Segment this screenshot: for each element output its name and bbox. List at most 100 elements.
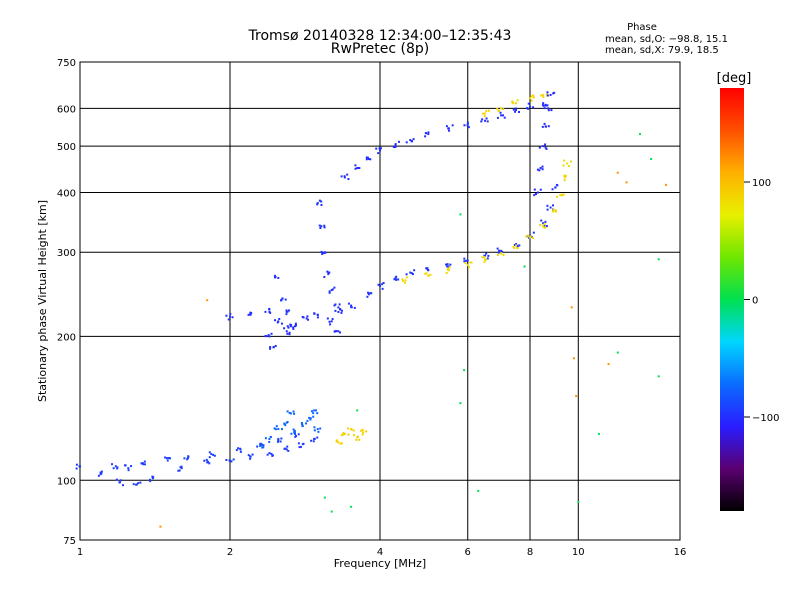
data-point bbox=[515, 102, 518, 105]
data-point bbox=[533, 188, 536, 191]
data-point bbox=[536, 191, 539, 194]
data-point bbox=[277, 439, 280, 442]
data-point bbox=[347, 427, 350, 430]
x-tick-label: 1 bbox=[77, 547, 83, 558]
data-point bbox=[313, 312, 316, 315]
data-point bbox=[516, 245, 519, 248]
data-point bbox=[330, 510, 333, 513]
data-point bbox=[78, 465, 81, 468]
data-point bbox=[463, 124, 466, 127]
data-point bbox=[412, 138, 415, 141]
data-point bbox=[273, 319, 276, 322]
data-point bbox=[448, 266, 451, 269]
data-point bbox=[463, 260, 466, 263]
data-point bbox=[270, 452, 273, 455]
data-point bbox=[512, 245, 515, 248]
data-point bbox=[375, 147, 378, 150]
data-point bbox=[346, 173, 349, 176]
data-point bbox=[286, 421, 289, 424]
data-point bbox=[165, 457, 168, 460]
data-point bbox=[316, 316, 319, 319]
data-point bbox=[397, 278, 400, 281]
data-point bbox=[366, 295, 369, 298]
data-point bbox=[501, 250, 504, 253]
data-point bbox=[286, 445, 289, 448]
data-point bbox=[75, 463, 78, 466]
data-point bbox=[288, 333, 291, 336]
x-tick-label: 10 bbox=[572, 547, 585, 558]
data-point bbox=[264, 437, 267, 440]
data-point bbox=[135, 483, 138, 486]
data-point bbox=[483, 255, 486, 258]
data-point bbox=[487, 254, 490, 257]
data-point bbox=[288, 309, 291, 312]
data-point bbox=[269, 436, 272, 439]
data-point bbox=[570, 306, 573, 309]
data-point bbox=[339, 308, 342, 311]
data-point bbox=[551, 188, 554, 191]
data-point bbox=[208, 456, 211, 459]
data-point bbox=[429, 273, 432, 276]
data-point bbox=[308, 416, 311, 419]
data-point bbox=[337, 306, 340, 309]
data-point bbox=[484, 119, 487, 122]
data-point bbox=[313, 429, 316, 432]
data-point bbox=[213, 454, 216, 457]
data-point bbox=[335, 439, 338, 442]
data-point bbox=[329, 323, 332, 326]
data-point bbox=[312, 440, 315, 443]
data-point bbox=[481, 118, 484, 121]
data-point bbox=[500, 107, 503, 110]
data-point bbox=[395, 278, 398, 281]
data-point bbox=[370, 292, 373, 295]
data-point bbox=[350, 304, 353, 307]
data-point bbox=[352, 429, 355, 432]
data-point bbox=[269, 346, 272, 349]
data-point bbox=[323, 226, 326, 229]
data-point bbox=[564, 175, 567, 178]
data-point bbox=[306, 419, 309, 422]
data-point bbox=[206, 299, 209, 302]
data-point bbox=[467, 126, 470, 129]
data-point bbox=[313, 426, 316, 429]
data-point bbox=[250, 312, 253, 315]
data-point bbox=[563, 175, 566, 178]
y-axis-ticks: 75 100 200 300 400 500 600 750 bbox=[57, 58, 76, 547]
data-point bbox=[328, 291, 331, 294]
data-point bbox=[425, 267, 428, 270]
data-point bbox=[544, 146, 547, 149]
data-point bbox=[231, 316, 234, 319]
data-point bbox=[402, 280, 405, 283]
data-point bbox=[247, 454, 250, 457]
data-point bbox=[547, 109, 550, 112]
data-point bbox=[466, 259, 469, 262]
data-point bbox=[335, 440, 338, 443]
phase-stats-o-line: mean, sd,O: −98.8, 15.1 bbox=[605, 34, 728, 45]
data-point bbox=[333, 304, 336, 307]
data-point bbox=[424, 272, 427, 275]
data-point bbox=[411, 273, 414, 276]
data-point bbox=[330, 320, 333, 323]
data-point bbox=[556, 184, 559, 187]
data-point bbox=[299, 445, 302, 448]
data-point bbox=[449, 263, 452, 266]
data-point bbox=[100, 472, 103, 475]
data-point bbox=[515, 109, 518, 112]
data-point bbox=[549, 206, 552, 209]
phase-stats-x-line: mean, sd,X: 79.9, 18.5 bbox=[605, 45, 719, 56]
data-point bbox=[427, 268, 430, 271]
data-point bbox=[269, 311, 272, 314]
data-point bbox=[607, 363, 610, 366]
data-point bbox=[616, 351, 619, 354]
data-point bbox=[306, 315, 309, 318]
data-point bbox=[542, 95, 545, 98]
data-point bbox=[326, 317, 329, 320]
data-point bbox=[292, 327, 295, 330]
data-point bbox=[410, 272, 413, 275]
data-point bbox=[483, 115, 486, 118]
data-point bbox=[289, 323, 292, 326]
data-point bbox=[208, 451, 211, 454]
data-point bbox=[485, 252, 488, 255]
data-point bbox=[259, 444, 262, 447]
data-point bbox=[290, 432, 293, 435]
